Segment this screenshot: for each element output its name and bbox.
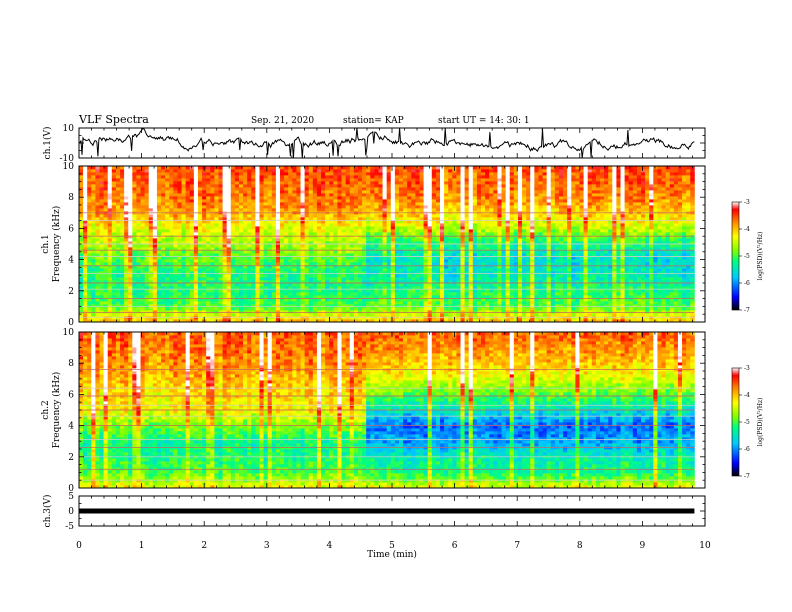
station-label: station= KAP [343,116,404,126]
ch2-spectrogram-image [79,332,695,489]
ch1-ytick-top: 10 [63,124,75,134]
ch3-waveform-panel: 5 0 -5 ch.3(V) [42,492,706,532]
colorbar-tick-label: -4 [744,392,750,399]
ch1-waveform-ylabel: ch.1(V) [42,127,53,160]
figure-title: VLF Spectra [78,113,149,126]
colorbar-tick-label: -3 [744,365,750,372]
ch1-spectrogram-ylabel-frequency: Frequency (kHz) [51,206,62,283]
ch1-colorbar-ticks: -3 -4 -5 -6 -7 [739,199,750,314]
colorbar-tick-label: -4 [744,226,750,233]
ch1-spectrogram-ticks [78,165,706,323]
colorbar-tick-label: -6 [744,280,750,287]
ch2-frequency-ytick-label: 8 [68,359,74,369]
time-tick-label: 3 [264,541,270,551]
ch1-frequency-ytick-label: 6 [68,224,74,234]
ch2-spectrogram-ylabel-frequency: Frequency (kHz) [51,372,62,449]
colorbar-tick-label: -6 [744,446,750,453]
colorbar-tick-label: -5 [744,419,750,426]
time-axis-tick-labels: 0 1 2 3 4 5 6 7 8 9 10 [76,541,711,551]
time-tick-label: 0 [76,541,82,551]
ch2-colorbar [731,367,740,477]
ch1-spectrogram-image [79,166,695,323]
ch2-frequency-ytick-label: 6 [68,390,74,400]
ch1-frequency-tick-labels: 0 2 4 6 8 10 [63,162,75,328]
ch2-colorbar-ticks: -3 -4 -5 -6 -7 [739,365,750,480]
time-tick-label: 6 [452,541,458,551]
ch1-colorbar-label: log(PSD)(V²/Hz) [757,232,764,281]
ch2-colorbar-label: log(PSD)(V²/Hz) [757,398,764,447]
ch1-frequency-ytick-label: 10 [63,162,75,172]
ch1-frequency-ytick-label: 2 [68,287,74,297]
colorbar-tick-label: -5 [744,253,750,260]
ch2-frequency-ytick-label: 2 [68,453,74,463]
ch3-waveform-ticks [78,495,706,527]
start-time-label: start UT = 14: 30: 1 [438,116,530,126]
ch1-ytick-bottom: -10 [60,154,75,164]
ch3-ytick-top: 5 [68,492,74,502]
ch1-colorbar [731,201,740,311]
time-tick-label: 8 [577,541,583,551]
time-tick-label: 1 [139,541,145,551]
time-tick-label: 7 [514,541,520,551]
ch2-frequency-tick-labels: 0 2 4 6 8 10 [63,328,75,494]
colorbar-tick-label: -7 [744,307,750,314]
ch2-spectrogram-ticks [78,331,706,489]
ch1-waveform-ticks [78,127,706,159]
time-tick-label: 2 [201,541,207,551]
ch1-frequency-ytick-label: 0 [68,318,74,328]
ch3-waveform-ylabel: ch.3(V) [42,495,53,528]
ch1-spectrogram-ylabel-channel: ch.1 [41,234,51,253]
time-tick-label: 4 [327,541,333,551]
time-tick-label: 9 [640,541,646,551]
ch1-waveform-line [78,127,695,159]
ch1-frequency-ytick-label: 4 [68,256,74,266]
ch2-frequency-ytick-label: 4 [68,422,74,432]
colorbar-tick-label: -7 [744,473,750,480]
ch2-spectrogram-ylabel-channel: ch.2 [41,400,51,419]
ch1-frequency-ytick-label: 8 [68,193,74,203]
ch2-frequency-ytick-label: 10 [63,328,75,338]
date-label: Sep. 21, 2020 [251,116,314,126]
time-tick-label: 10 [699,541,711,551]
ch1-waveform-panel: 10 -10 ch.1(V) [42,124,706,164]
time-axis-label: Time (min) [367,549,417,560]
colorbar-tick-label: -3 [744,199,750,206]
ch3-ytick-middle: 0 [68,507,74,517]
ch3-waveform-line [79,508,695,514]
time-tick-label: 5 [389,541,395,551]
ch3-ytick-bottom: -5 [65,522,74,532]
ch2-frequency-ytick-label: 0 [68,484,74,494]
